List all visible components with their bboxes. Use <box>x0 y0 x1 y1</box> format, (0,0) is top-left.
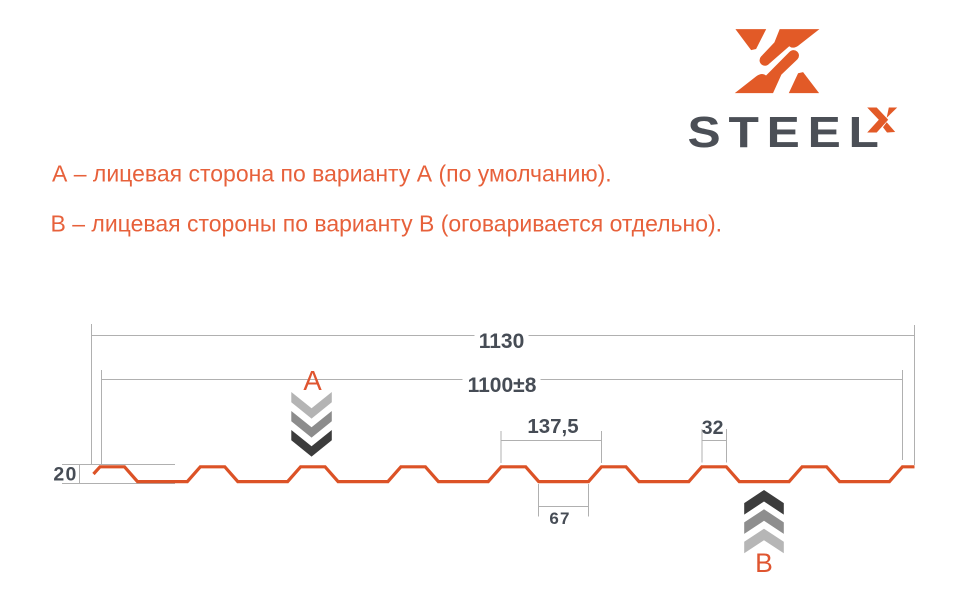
svg-text:137,5: 137,5 <box>527 415 578 438</box>
svg-text:В – лицевая стороны по вариант: В – лицевая стороны по варианту В (огова… <box>51 211 723 237</box>
svg-text:67: 67 <box>549 509 570 528</box>
svg-text:STEEL: STEEL <box>688 108 887 157</box>
svg-text:32: 32 <box>702 417 724 439</box>
svg-text:1130: 1130 <box>479 330 525 353</box>
svg-text:20: 20 <box>53 464 77 486</box>
svg-text:A: A <box>303 365 322 396</box>
svg-text:B: B <box>755 548 773 578</box>
svg-text:1100±8: 1100±8 <box>468 374 537 397</box>
svg-text:А – лицевая сторона по вариант: А – лицевая сторона по варианту А (по ум… <box>52 160 612 186</box>
